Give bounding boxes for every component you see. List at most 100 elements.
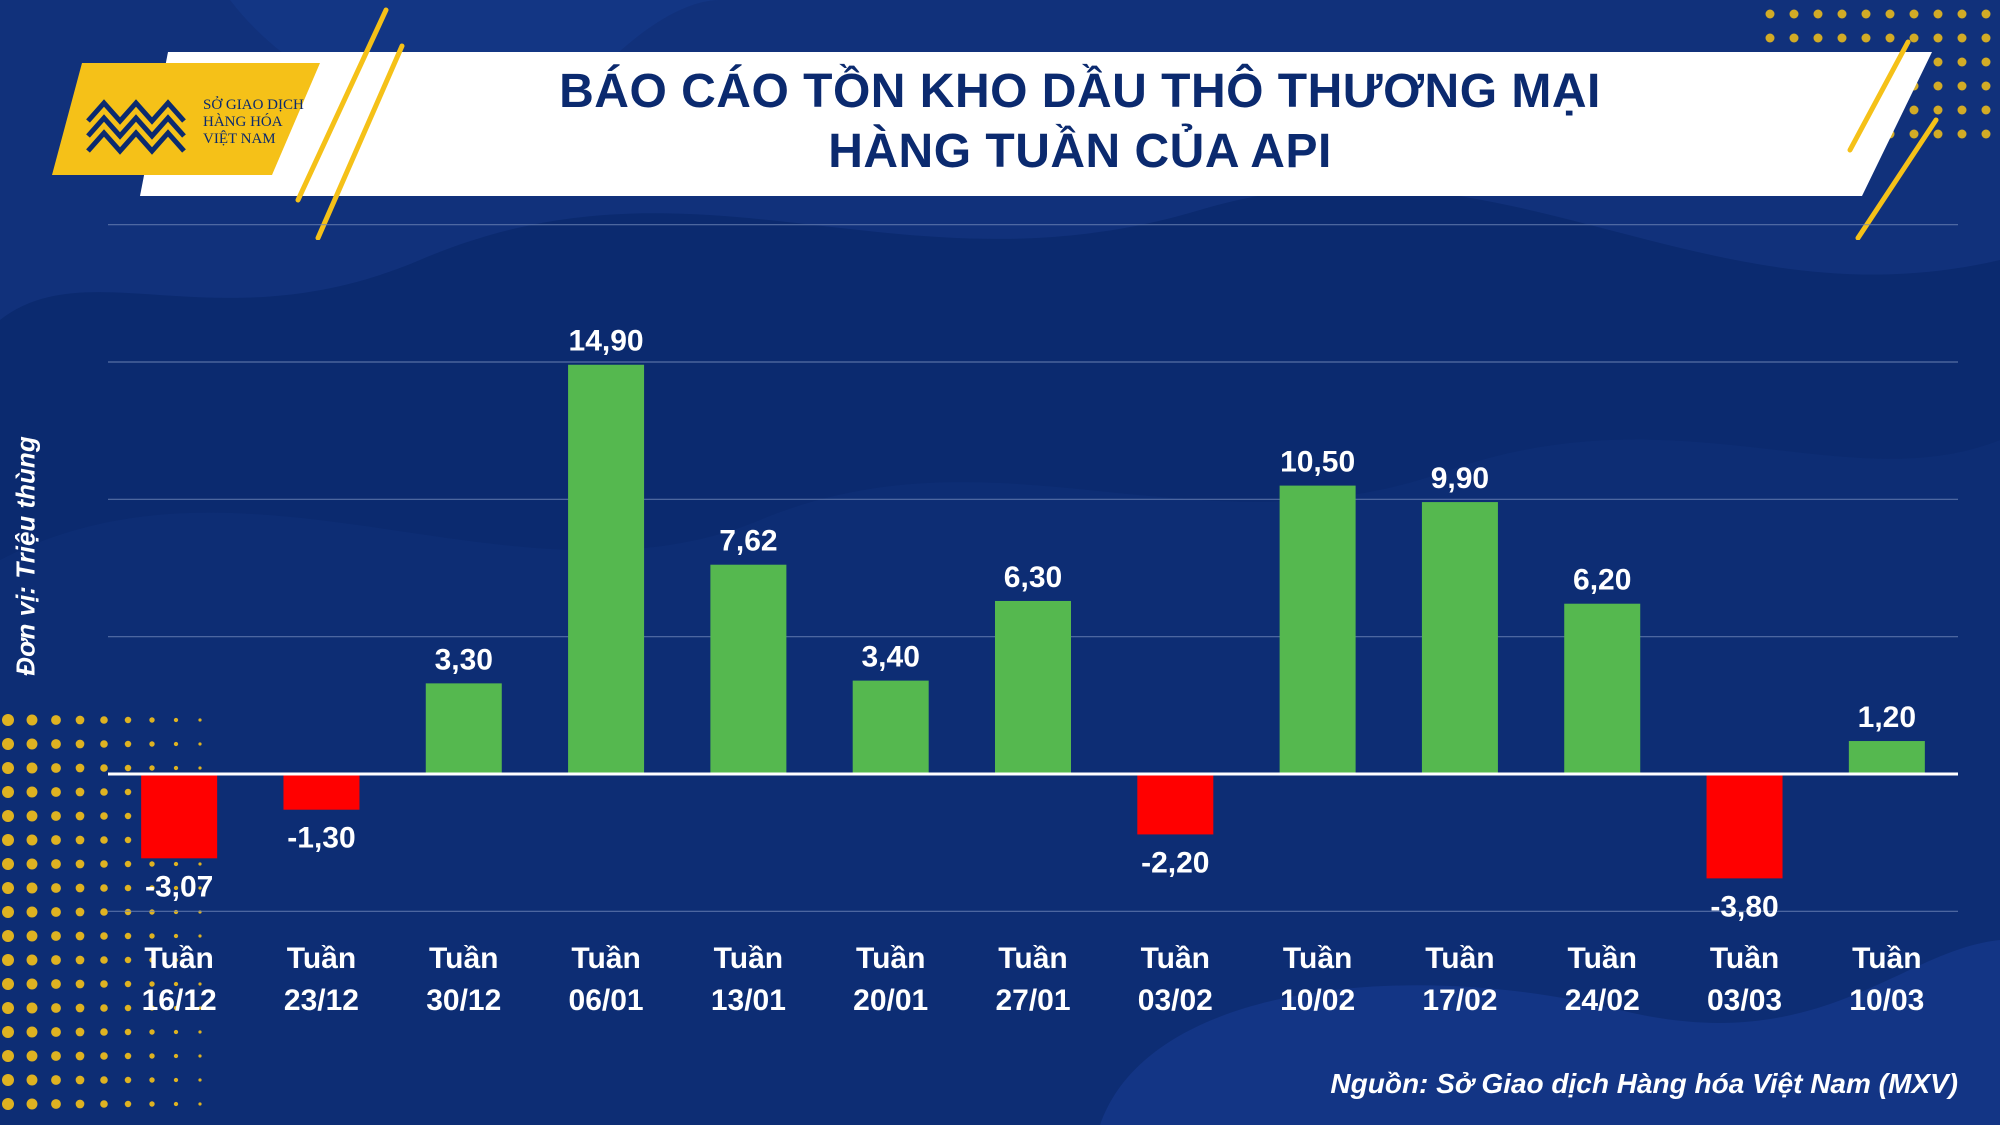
x-tick-label: Tuần <box>856 942 925 975</box>
decorative-dot <box>51 883 61 893</box>
data-label: 1,20 <box>1858 701 1916 734</box>
decorative-dot <box>1957 9 1967 19</box>
decorative-dot <box>2 1002 14 1014</box>
x-tick-label: 13/01 <box>711 984 786 1017</box>
decorative-dot <box>51 979 61 989</box>
data-label: 10,50 <box>1280 446 1355 479</box>
decorative-dot <box>100 716 108 724</box>
decorative-dot <box>1981 33 1991 43</box>
decorative-dot <box>1933 9 1943 19</box>
decorative-dot <box>100 1004 108 1012</box>
decorative-dot <box>198 934 202 938</box>
decorative-dot <box>51 739 61 749</box>
decorative-dot <box>1909 33 1919 43</box>
decorative-dot <box>124 788 132 796</box>
decorative-dot <box>149 1053 155 1059</box>
decorative-dot <box>1789 33 1799 43</box>
data-label: -3,07 <box>145 870 213 903</box>
y-axis-label: Đơn vị: Triệu thùng <box>10 436 41 676</box>
decorative-dot <box>51 931 61 941</box>
decorative-dot <box>2 1026 14 1038</box>
x-tick-label: Tuần <box>287 942 356 975</box>
decorative-dot <box>1981 57 1991 67</box>
decorative-dot <box>1837 9 1847 19</box>
decorative-dot <box>51 1099 61 1109</box>
decorative-dot <box>149 885 155 891</box>
decorative-dot <box>124 1100 132 1108</box>
decorative-dot <box>75 1075 85 1085</box>
decorative-dot <box>26 714 38 726</box>
decorative-dot <box>173 981 179 987</box>
bar <box>141 774 218 859</box>
source-note: Nguồn: Sở Giao dịch Hàng hóa Việt Nam (M… <box>1330 1068 1958 1099</box>
decorative-dot <box>100 836 108 844</box>
x-tick-label: Tuần <box>1141 942 1210 975</box>
data-label: 6,20 <box>1573 564 1631 597</box>
decorative-dot <box>1885 9 1895 19</box>
decorative-dot <box>51 763 61 773</box>
decorative-dot <box>198 982 202 986</box>
x-tick-label: Tuần <box>1283 942 1352 975</box>
x-tick-label: 23/12 <box>284 984 359 1017</box>
decorative-dot <box>1837 33 1847 43</box>
decorative-dot <box>100 812 108 820</box>
decorative-dot <box>1813 33 1823 43</box>
decorative-dot <box>2 954 14 966</box>
decorative-dot <box>198 1006 202 1010</box>
decorative-dot <box>173 1053 179 1059</box>
x-axis-labels: Tuần 16/12 Tuần 23/12 Tuần 30/12 Tuần 06/01 Tuần… <box>142 942 1925 1017</box>
data-label: -1,30 <box>287 822 355 855</box>
bar <box>852 680 929 774</box>
decorative-dot <box>51 907 61 917</box>
decorative-dot <box>124 1076 132 1084</box>
decorative-dot <box>2 834 14 846</box>
decorative-dot <box>198 886 202 890</box>
decorative-dot <box>2 858 14 870</box>
decorative-dot <box>198 1030 202 1034</box>
decorative-dot <box>100 740 108 748</box>
bars <box>141 364 1925 879</box>
decorative-dot <box>26 1050 38 1062</box>
x-tick-label: 27/01 <box>995 984 1070 1017</box>
data-label: 9,90 <box>1431 462 1489 495</box>
decorative-dot <box>173 1029 179 1035</box>
decorative-dot <box>198 1054 202 1058</box>
bar <box>1279 485 1356 774</box>
x-tick-label: 03/02 <box>1138 984 1213 1017</box>
x-tick-label: Tuần <box>1852 942 1921 975</box>
decorative-dot <box>124 716 132 724</box>
decorative-dot <box>124 932 132 940</box>
title-line-2: HÀNG TUẦN CỦA API <box>828 125 1332 178</box>
decorative-dot <box>198 862 202 866</box>
decorative-dot <box>2 810 14 822</box>
data-label: 3,40 <box>861 641 919 674</box>
decorative-dot <box>26 906 38 918</box>
decorative-dot <box>173 861 179 867</box>
logo-line-2: HÀNG HÓA <box>203 114 283 130</box>
decorative-dot <box>2 1074 14 1086</box>
decorative-dot <box>1933 81 1943 91</box>
decorative-dot <box>100 1052 108 1060</box>
decorative-dot <box>124 980 132 988</box>
decorative-dot <box>100 932 108 940</box>
decorative-dot <box>1789 9 1799 19</box>
x-tick-label: 10/02 <box>1280 984 1355 1017</box>
decorative-dot <box>149 981 155 987</box>
decorative-dot <box>149 1005 155 1011</box>
decorative-dot <box>51 787 61 797</box>
decorative-dot <box>124 1052 132 1060</box>
decorative-dot <box>173 717 179 723</box>
logo-line-3: VIỆT NAM <box>203 131 276 147</box>
decorative-dot <box>75 715 85 725</box>
decorative-dot <box>75 859 85 869</box>
decorative-dot <box>26 738 38 750</box>
bar <box>568 364 645 774</box>
decorative-dot <box>1933 105 1943 115</box>
logo-text: SỞ GIAO DỊCH HÀNG HÓA VIỆT NAM <box>203 97 304 148</box>
x-tick-label: Tuần <box>1425 942 1494 975</box>
decorative-dot <box>26 810 38 822</box>
decorative-dot <box>2 1098 14 1110</box>
decorative-dot <box>1957 81 1967 91</box>
decorative-dot <box>124 764 132 772</box>
decorative-dot <box>1981 129 1991 139</box>
